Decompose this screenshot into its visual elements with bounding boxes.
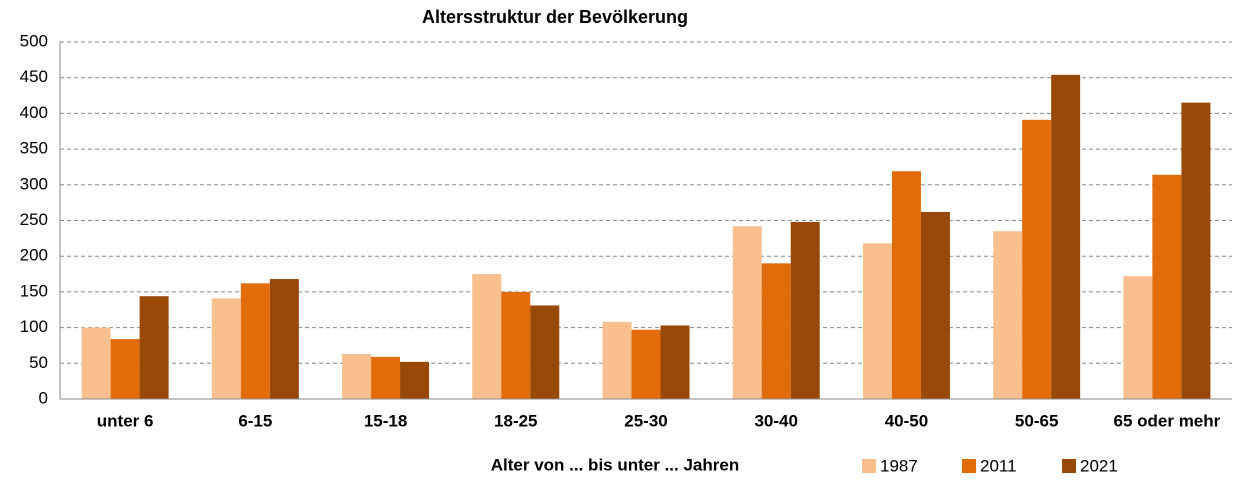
- bar: [110, 339, 140, 399]
- bar: [1123, 276, 1153, 399]
- bar: [371, 356, 401, 399]
- y-tick-label: 0: [39, 388, 48, 407]
- bar: [732, 226, 762, 399]
- x-tick-label: unter 6: [97, 411, 154, 430]
- bar: [1152, 174, 1182, 399]
- x-tick-label: 50-65: [1015, 411, 1058, 430]
- legend-label: 1987: [880, 456, 918, 475]
- bar: [400, 361, 430, 399]
- x-tick-label: 6-15: [238, 411, 272, 430]
- bar: [1022, 119, 1052, 400]
- bar: [790, 221, 820, 399]
- bar: [862, 243, 892, 399]
- legend-label: 2021: [1080, 456, 1118, 475]
- bar: [81, 327, 111, 399]
- bar: [1051, 74, 1081, 400]
- y-tick-label: 200: [20, 246, 48, 265]
- x-tick-label: 40-50: [885, 411, 928, 430]
- y-tick-label: 400: [20, 103, 48, 122]
- bar: [920, 211, 950, 399]
- bar: [993, 231, 1023, 399]
- bar: [501, 291, 531, 399]
- y-tick-label: 100: [20, 317, 48, 336]
- legend-swatch: [862, 459, 876, 473]
- bar: [342, 354, 372, 399]
- y-tick-label: 150: [20, 281, 48, 300]
- x-tick-label: 65 oder mehr: [1114, 411, 1221, 430]
- y-tick-label: 300: [20, 174, 48, 193]
- x-tick-label: 15-18: [364, 411, 407, 430]
- y-tick-label: 250: [20, 210, 48, 229]
- x-tick-label: 30-40: [754, 411, 797, 430]
- legend-swatch: [1062, 459, 1076, 473]
- bar: [631, 329, 661, 399]
- y-tick-label: 350: [20, 139, 48, 158]
- x-tick-label: 18-25: [494, 411, 537, 430]
- chart-title: Altersstruktur der Bevölkerung: [422, 7, 688, 27]
- y-tick-label: 450: [20, 67, 48, 86]
- bar: [530, 305, 560, 399]
- bar: [1181, 102, 1211, 399]
- bar: [269, 279, 299, 399]
- legend-label: 2011: [980, 456, 1017, 475]
- bar: [891, 171, 921, 399]
- bar: [602, 321, 632, 399]
- bar: [211, 298, 241, 399]
- y-tick-label: 500: [20, 31, 48, 50]
- bar: [472, 274, 502, 399]
- bar: [660, 325, 690, 399]
- x-tick-label: 25-30: [624, 411, 667, 430]
- y-tick-label: 50: [29, 353, 48, 372]
- legend-swatch: [962, 459, 976, 473]
- bar: [139, 296, 169, 399]
- x-axis-label: Alter von ... bis unter ... Jahren: [491, 455, 739, 474]
- bar: [761, 263, 791, 399]
- bar: [240, 283, 270, 399]
